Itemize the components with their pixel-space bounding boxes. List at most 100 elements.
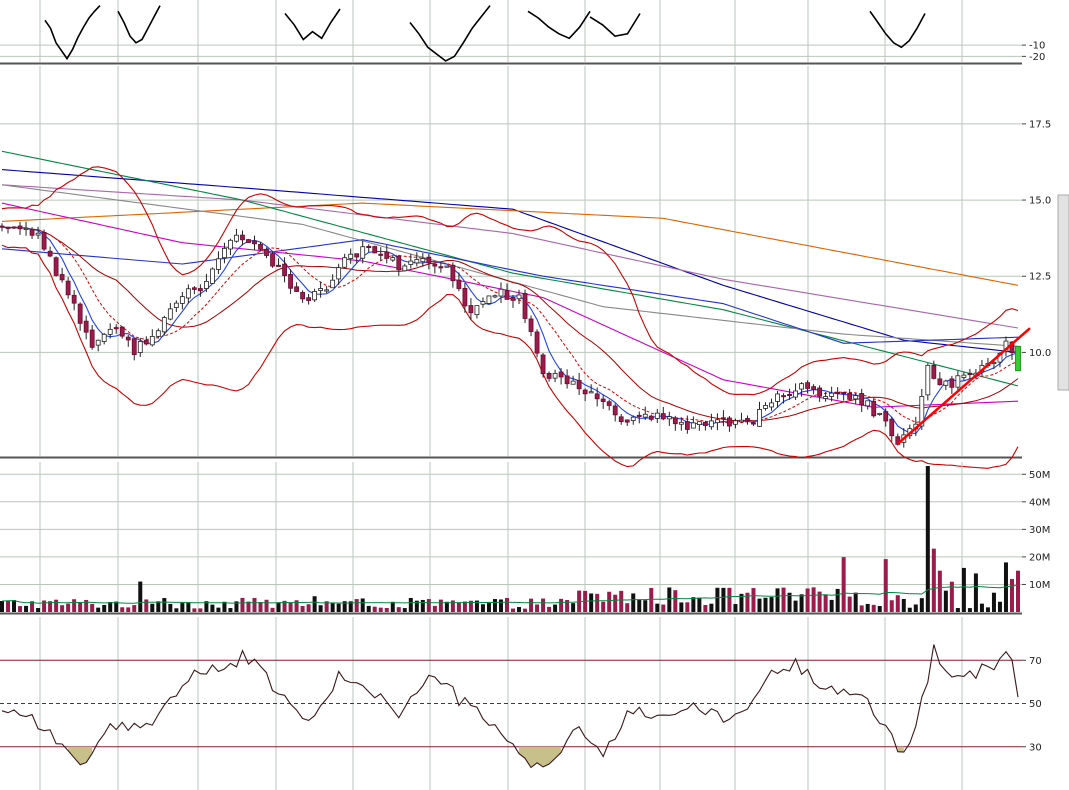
volume-bar [66, 603, 71, 612]
volume-bar [853, 592, 858, 612]
candle [137, 341, 143, 353]
candle [588, 391, 594, 394]
candle [420, 258, 426, 263]
volume-bar [438, 599, 443, 612]
volume-bar [486, 602, 491, 612]
volume-bar [823, 594, 828, 612]
candle [384, 251, 390, 259]
candle [306, 297, 312, 301]
moving-average-line [1, 239, 1019, 344]
volume-bar [222, 601, 227, 612]
volume-bar [168, 603, 173, 612]
volume-bar [114, 601, 119, 612]
candle [745, 418, 750, 422]
volume-bar [492, 599, 497, 612]
candle [522, 293, 528, 319]
volume-bar [498, 599, 503, 612]
candle [438, 266, 444, 269]
volume-bar [192, 608, 197, 612]
volume-bar [523, 608, 528, 612]
oscillator-line [117, 5, 161, 44]
candle [167, 308, 173, 320]
volume-bar [462, 601, 467, 612]
candle [570, 380, 576, 385]
volume-bar [174, 608, 179, 612]
candle [173, 302, 179, 308]
volume-bar [961, 567, 966, 612]
volume-average-line [1, 584, 1019, 604]
candle [378, 253, 384, 256]
candle [258, 244, 263, 250]
volume-bar [967, 608, 972, 612]
candle [474, 305, 480, 316]
scroll-indicator [1057, 194, 1069, 391]
rsi-panel: 30 50 70 [0, 617, 1042, 790]
y-tick-label: 20M [1029, 552, 1050, 563]
volume-bar [661, 604, 666, 612]
candle [300, 292, 305, 300]
rsi-line [1, 644, 1019, 769]
candle [95, 339, 101, 346]
y-tick-label: 12.5 [1029, 272, 1051, 283]
candle [540, 354, 546, 375]
volume-bar [805, 588, 810, 612]
volume-bar [775, 588, 780, 612]
candle [618, 416, 624, 423]
candle [666, 416, 672, 420]
candle [53, 257, 59, 276]
candle [642, 413, 648, 418]
moving-average-line [1, 184, 1019, 329]
volume-bar [276, 602, 281, 612]
candle [342, 257, 348, 268]
candle [246, 239, 251, 243]
last-candle [1015, 345, 1021, 372]
candle [336, 267, 342, 280]
candle [444, 265, 450, 268]
volume-bar [450, 600, 455, 612]
candle [552, 372, 558, 379]
volume-panel: 10M 20M 30M 40M 50M [0, 462, 1050, 615]
oscillator-line [409, 5, 491, 62]
candle [5, 226, 11, 229]
candle [77, 303, 83, 324]
y-tick-label: -10 [1029, 41, 1045, 52]
y-tick-label: 10.0 [1029, 348, 1051, 359]
candle [113, 327, 119, 330]
candle [324, 289, 330, 292]
candle [234, 234, 239, 242]
volume-bar [108, 602, 113, 612]
volume-bar [12, 600, 17, 612]
candle [925, 364, 931, 396]
rsi-oversold-fill [897, 746, 904, 752]
candle [775, 393, 780, 402]
volume-bar [937, 570, 942, 612]
y-tick-label: 50M [1029, 470, 1050, 481]
volume-bar [42, 600, 47, 612]
volume-bar [751, 588, 756, 612]
candle [468, 305, 474, 314]
candle [426, 256, 432, 264]
candle [35, 232, 41, 236]
candle [528, 318, 534, 332]
volume-bar [997, 601, 1002, 612]
volume-bar [919, 598, 924, 612]
candle [805, 382, 810, 389]
volume-bar [679, 602, 684, 612]
candle [83, 320, 89, 333]
oscillator-panel: -10-20 [0, 0, 1045, 65]
candle [630, 416, 636, 421]
oscillator-line [284, 8, 341, 41]
candle [793, 390, 798, 398]
volume-bar [120, 607, 125, 612]
candle [312, 291, 318, 301]
candle [282, 263, 287, 276]
candle [119, 326, 125, 337]
volume-bar [318, 605, 323, 612]
volume-bar [378, 607, 383, 612]
candle [276, 264, 281, 267]
volume-bar [925, 466, 930, 612]
candle [702, 422, 708, 426]
candle [961, 374, 967, 378]
volume-bar [210, 604, 215, 612]
